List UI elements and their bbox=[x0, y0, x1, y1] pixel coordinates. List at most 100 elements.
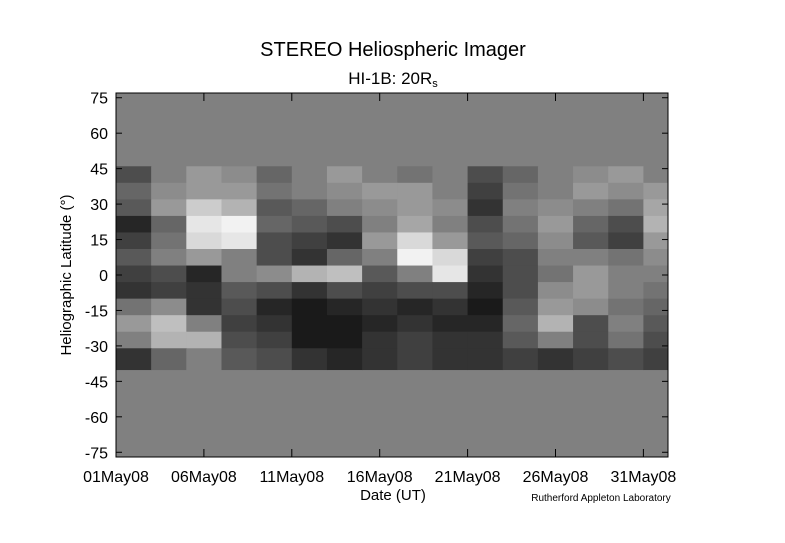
heatmap-cell bbox=[467, 232, 504, 250]
heatmap-cell bbox=[643, 215, 669, 233]
heatmap-cell bbox=[608, 249, 644, 267]
heatmap-cell bbox=[326, 282, 363, 300]
heatmap-cell bbox=[186, 282, 222, 300]
heatmap-cell bbox=[573, 348, 609, 371]
heatmap-cell bbox=[116, 166, 152, 184]
heatmap-cell bbox=[186, 215, 222, 233]
heatmap-cell bbox=[608, 298, 644, 316]
heatmap-cell bbox=[573, 265, 609, 283]
heatmap-cell bbox=[467, 249, 504, 267]
x-axis-label: Date (UT) bbox=[360, 487, 426, 504]
heatmap-cell bbox=[397, 199, 433, 217]
heatmap-cell bbox=[326, 215, 363, 233]
heatmap-cell bbox=[256, 298, 293, 316]
heatmap-cell bbox=[397, 315, 433, 333]
heatmap-cell bbox=[326, 265, 363, 283]
heatmap-cell bbox=[467, 348, 504, 371]
heatmap-cell bbox=[362, 282, 398, 300]
heatmap-cell bbox=[186, 232, 222, 250]
heatmap-cell bbox=[326, 298, 363, 316]
heatmap-cell bbox=[643, 315, 669, 333]
heatmap-cell bbox=[432, 215, 469, 233]
heatmap-cell bbox=[186, 348, 222, 371]
heatmap-cell bbox=[502, 348, 539, 371]
heatmap-cell bbox=[151, 249, 187, 267]
heatmap-cell bbox=[432, 331, 469, 349]
y-tick-label: 45 bbox=[90, 162, 108, 179]
heatmap-cell bbox=[397, 348, 433, 371]
heatmap-cell bbox=[537, 232, 574, 250]
x-tick-label: 01May08 bbox=[83, 469, 149, 486]
heatmap-cell bbox=[573, 166, 609, 184]
heatmap-cell bbox=[326, 315, 363, 333]
heatmap-cell bbox=[221, 215, 258, 233]
heatmap-cell bbox=[432, 166, 469, 184]
heatmap-cell bbox=[221, 249, 258, 267]
heatmap-cell bbox=[221, 298, 258, 316]
x-tick-label: 21May08 bbox=[435, 469, 501, 486]
heatmap-cell bbox=[397, 232, 433, 250]
heatmap-cell bbox=[291, 282, 328, 300]
subtitle-subscript: s bbox=[432, 78, 438, 90]
heatmap-cell bbox=[116, 232, 152, 250]
heatmap-cell bbox=[151, 215, 187, 233]
heatmap-cell bbox=[397, 331, 433, 349]
chart-title: STEREO Heliospheric Imager bbox=[260, 39, 526, 61]
heatmap-cell bbox=[186, 166, 222, 184]
heatmap-cell bbox=[467, 315, 504, 333]
heatmap-cell bbox=[186, 249, 222, 267]
heatmap-cell bbox=[116, 215, 152, 233]
heatmap-cell bbox=[432, 315, 469, 333]
heatmap-cell bbox=[502, 282, 539, 300]
heatmap-cell bbox=[186, 182, 222, 200]
heatmap-cell bbox=[221, 315, 258, 333]
heatmap-cell bbox=[291, 265, 328, 283]
heatmap-cell bbox=[432, 265, 469, 283]
heatmap-cell bbox=[397, 282, 433, 300]
heatmap-cell bbox=[116, 331, 152, 349]
x-tick-label: 11May08 bbox=[259, 469, 324, 486]
heatmap-cell bbox=[643, 249, 669, 267]
heatmap-cell bbox=[643, 331, 669, 349]
heatmap-cell bbox=[221, 232, 258, 250]
heatmap-cell bbox=[291, 298, 328, 316]
heatmap-cell bbox=[643, 199, 669, 217]
heatmap-cell bbox=[291, 249, 328, 267]
heatmap-cell bbox=[608, 265, 644, 283]
heatmap-cell bbox=[151, 166, 187, 184]
heatmap-cell bbox=[256, 199, 293, 217]
y-tick-label: -75 bbox=[85, 445, 108, 462]
y-tick-label: -60 bbox=[85, 410, 108, 427]
heatmap-cell bbox=[151, 232, 187, 250]
y-tick-label: -30 bbox=[85, 339, 108, 356]
plot-area bbox=[115, 92, 669, 458]
heatmap-cell bbox=[502, 232, 539, 250]
heatmap-cell bbox=[608, 199, 644, 217]
heatmap-cell bbox=[151, 348, 187, 371]
heatmap-cell bbox=[537, 298, 574, 316]
y-tick-label: 30 bbox=[90, 197, 108, 214]
x-tick-label: 31May08 bbox=[610, 469, 676, 486]
heatmap-cell bbox=[432, 182, 469, 200]
heatmap-cell bbox=[643, 298, 669, 316]
y-tick-label: 15 bbox=[90, 233, 108, 250]
heatmap-cell bbox=[256, 265, 293, 283]
heatmap-cell bbox=[573, 215, 609, 233]
credit: Rutherford Appleton Laboratory bbox=[531, 493, 671, 504]
heatmap-cell bbox=[467, 199, 504, 217]
heatmap-cell bbox=[116, 182, 152, 200]
heatmap-cell bbox=[608, 215, 644, 233]
heatmap-cell bbox=[467, 182, 504, 200]
heatmap-cell bbox=[467, 331, 504, 349]
heatmap-cell bbox=[608, 232, 644, 250]
heatmap-cell bbox=[256, 215, 293, 233]
heatmap-cell bbox=[362, 331, 398, 349]
heatmap-cell bbox=[116, 249, 152, 267]
heatmap-cell bbox=[573, 182, 609, 200]
heatmap-cell bbox=[362, 315, 398, 333]
heatmap-cell bbox=[573, 282, 609, 300]
heatmap-cell bbox=[326, 331, 363, 349]
heatmap-cell bbox=[397, 215, 433, 233]
heatmap-cell bbox=[537, 166, 574, 184]
